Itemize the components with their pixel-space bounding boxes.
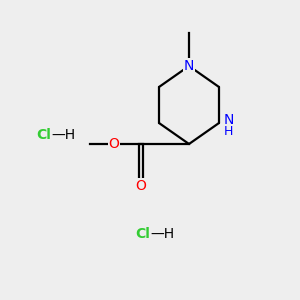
Text: O: O xyxy=(136,178,146,193)
Text: H: H xyxy=(224,125,233,139)
Text: N: N xyxy=(184,59,194,73)
Text: Cl: Cl xyxy=(36,128,51,142)
Text: N: N xyxy=(224,113,234,127)
Text: —H: —H xyxy=(51,128,75,142)
Text: Cl: Cl xyxy=(135,227,150,241)
Text: —H: —H xyxy=(150,227,174,241)
Text: O: O xyxy=(109,137,119,151)
